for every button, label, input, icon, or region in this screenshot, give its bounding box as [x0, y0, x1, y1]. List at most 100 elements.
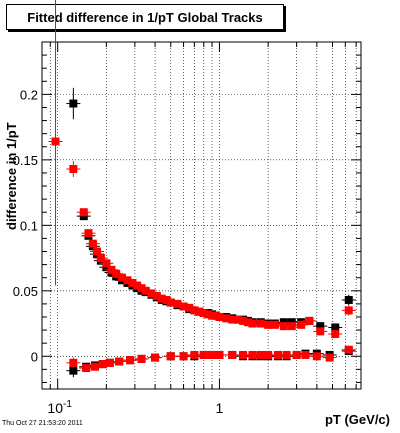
data-point — [302, 316, 317, 325]
marker — [325, 353, 334, 362]
data-point — [81, 229, 96, 238]
plot-frame — [41, 41, 362, 390]
data-point — [341, 305, 356, 316]
data-point — [123, 356, 138, 365]
marker — [162, 295, 171, 304]
marker — [88, 239, 97, 248]
data-point — [79, 364, 94, 373]
marker — [179, 352, 188, 361]
chart-title: Fitted difference in 1/pT Global Tracks — [27, 9, 263, 25]
marker — [239, 350, 248, 359]
marker — [270, 320, 279, 329]
marker — [256, 319, 265, 328]
data-point — [66, 87, 81, 120]
marker — [248, 319, 257, 328]
data-point — [112, 357, 127, 366]
data-point — [298, 350, 313, 359]
marker — [199, 350, 208, 359]
marker — [331, 330, 340, 339]
axis-ticks — [41, 41, 361, 389]
marker — [79, 208, 88, 217]
data-points — [48, 0, 356, 378]
marker — [179, 302, 188, 311]
marker — [185, 303, 194, 312]
marker — [137, 354, 146, 363]
marker — [147, 289, 156, 298]
marker — [69, 358, 78, 367]
marker — [133, 281, 142, 290]
grid — [41, 42, 361, 389]
marker — [256, 350, 265, 359]
marker — [115, 357, 124, 366]
data-point — [322, 353, 337, 362]
marker — [273, 350, 282, 359]
data-point — [99, 259, 114, 268]
y-tick-label: 0.05 — [13, 284, 38, 299]
marker — [137, 284, 146, 293]
x-tick-label: 10-1 — [47, 399, 72, 416]
tick-labels: 0 0.05 0.1 0.15 0.2 10-1 1 — [13, 87, 224, 416]
marker — [51, 137, 60, 146]
marker — [264, 350, 273, 359]
marker — [98, 360, 107, 369]
data-point — [284, 322, 299, 331]
marker — [190, 306, 199, 315]
marker — [239, 316, 248, 325]
data-point — [148, 353, 163, 362]
marker — [344, 306, 353, 315]
marker — [195, 307, 204, 316]
marker — [102, 259, 111, 268]
data-point — [328, 330, 343, 339]
marker — [316, 322, 325, 331]
marker — [248, 350, 257, 359]
marker — [282, 350, 291, 359]
y-tick-label: 0 — [31, 349, 38, 364]
marker — [128, 278, 137, 287]
data-point — [341, 345, 356, 354]
marker — [228, 350, 237, 359]
data-point — [89, 247, 104, 256]
data-point — [134, 354, 149, 363]
y-axis-label: difference in 1/pT — [4, 122, 19, 230]
data-point — [66, 161, 81, 177]
marker — [141, 286, 150, 295]
marker — [233, 315, 242, 324]
data-point — [328, 323, 343, 332]
marker — [305, 316, 314, 325]
marker — [69, 165, 78, 174]
marker — [126, 356, 135, 365]
marker — [344, 345, 353, 354]
marker — [166, 298, 175, 307]
data-point — [267, 320, 282, 329]
marker — [215, 350, 224, 359]
marker — [243, 318, 252, 327]
marker — [112, 269, 121, 278]
marker — [279, 322, 288, 331]
marker — [107, 265, 116, 274]
marker — [151, 353, 160, 362]
marker — [69, 99, 78, 108]
chart-title-box: Fitted difference in 1/pT Global Tracks — [6, 4, 284, 30]
marker — [312, 352, 321, 361]
data-point — [93, 254, 108, 263]
marker — [157, 294, 166, 303]
data-point — [163, 352, 178, 361]
marker — [215, 312, 224, 321]
y-tick-label: 0.2 — [20, 87, 38, 102]
marker — [69, 366, 78, 375]
data-point — [212, 350, 227, 359]
marker — [84, 229, 93, 238]
x-tick-label: 1 — [216, 400, 224, 416]
data-point — [313, 322, 328, 331]
marker — [118, 273, 127, 282]
marker — [190, 350, 199, 359]
marker — [82, 364, 91, 373]
marker — [297, 320, 306, 329]
marker — [287, 322, 296, 331]
data-point — [102, 358, 117, 367]
marker — [123, 276, 132, 285]
marker — [204, 310, 213, 319]
timestamp: Thu Oct 27 21:53:20 2011 — [2, 420, 83, 427]
marker — [208, 350, 217, 359]
